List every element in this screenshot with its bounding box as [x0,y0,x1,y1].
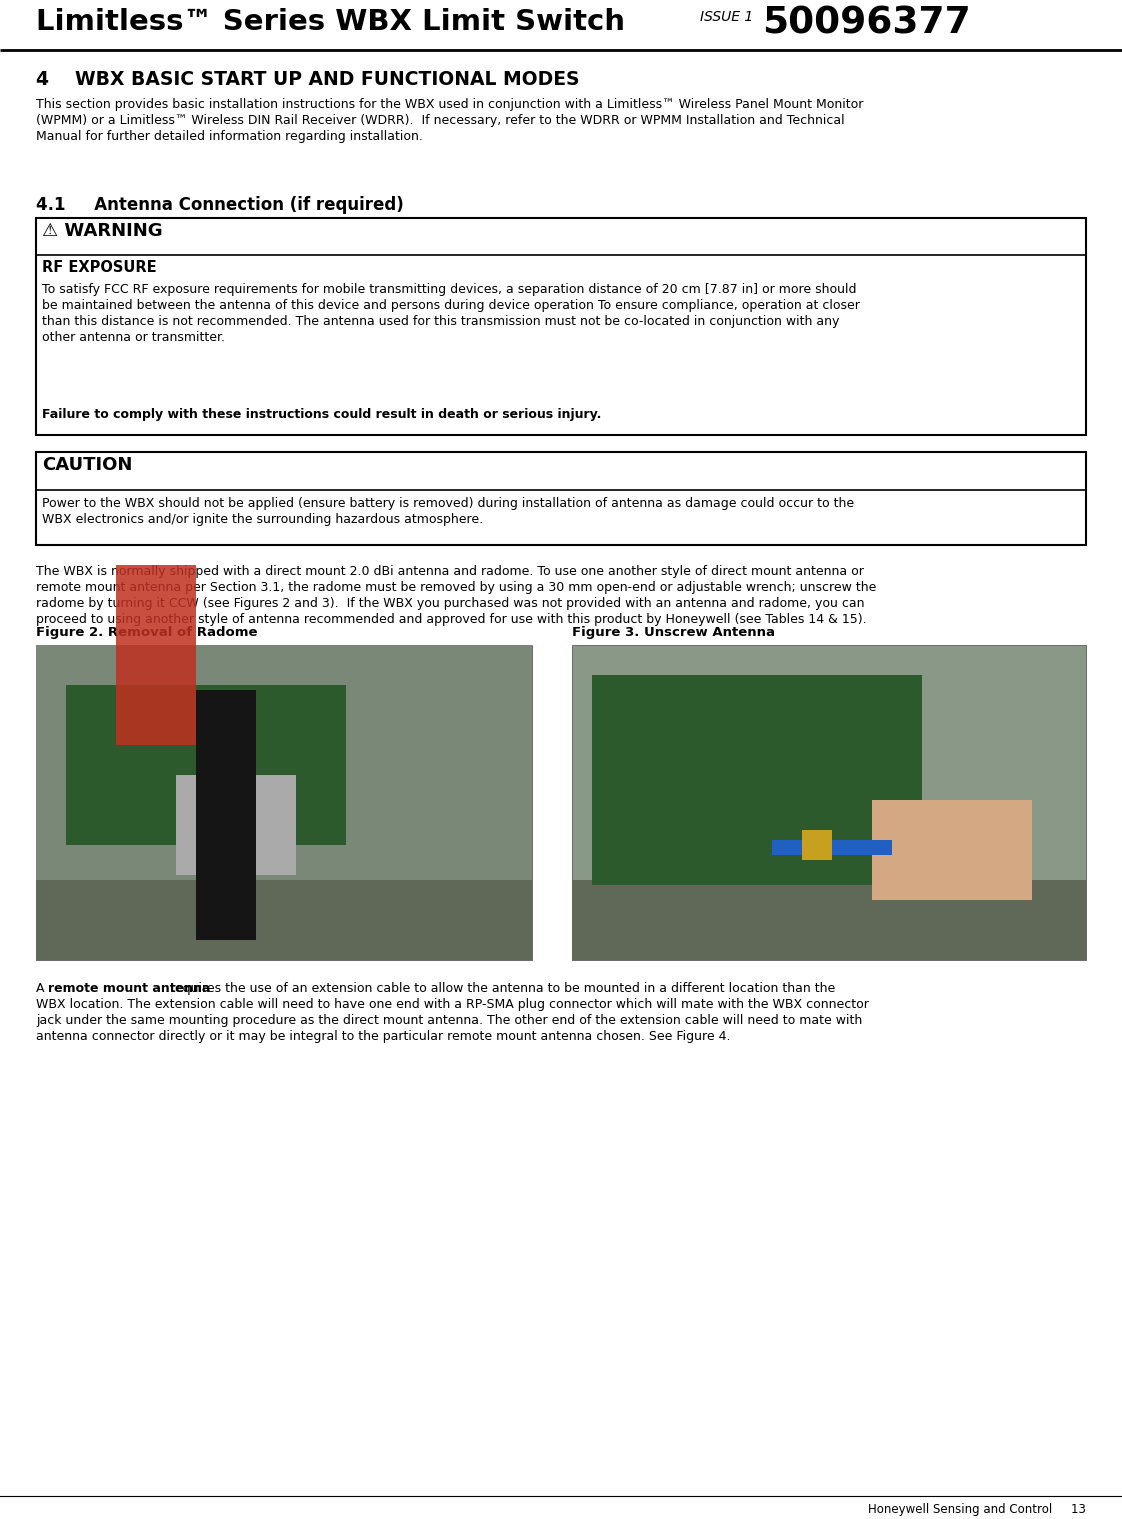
Text: Figure 3. Unscrew Antenna: Figure 3. Unscrew Antenna [572,626,775,639]
Bar [36,219,1086,434]
Text: WBX location. The extension cable will need to have one end with a RP-SMA plug c: WBX location. The extension cable will n… [36,998,868,1012]
Text: Figure 2. Removal of Radome: Figure 2. Removal of Radome [36,626,258,639]
Text: Power to the WBX should not be applied (ensure battery is removed) during instal: Power to the WBX should not be applied (… [42,497,854,510]
Text: Limitless™ Series WBX Limit Switch: Limitless™ Series WBX Limit Switch [36,8,625,36]
Text: Failure to comply with these instructions could result in death or serious injur: Failure to comply with these instruction… [42,409,601,421]
Bar [176,775,296,875]
Text: be maintained between the antenna of this device and persons during device opera: be maintained between the antenna of thi… [42,299,859,311]
Text: A: A [36,981,48,995]
Bar [572,646,1086,960]
Text: Honeywell Sensing and Control     13: Honeywell Sensing and Control 13 [868,1502,1086,1516]
Bar [36,646,532,960]
Text: radome by turning it CCW (see Figures 2 and 3).  If the WBX you purchased was no: radome by turning it CCW (see Figures 2 … [36,597,864,611]
Text: remote mount antenna: remote mount antenna [48,981,211,995]
Text: proceed to using another style of antenna recommended and approved for use with : proceed to using another style of antenn… [36,614,866,626]
Text: The WBX is normally shipped with a direct mount 2.0 dBi antenna and radome. To u: The WBX is normally shipped with a direc… [36,565,864,579]
Bar [36,453,1086,545]
Text: RF EXPOSURE: RF EXPOSURE [42,260,157,275]
Text: 4.1     Antenna Connection (if required): 4.1 Antenna Connection (if required) [36,196,404,214]
Text: Manual for further detailed information regarding installation.: Manual for further detailed information … [36,131,423,143]
Text: jack under the same mounting procedure as the direct mount antenna. The other en: jack under the same mounting procedure a… [36,1015,862,1027]
Text: other antenna or transmitter.: other antenna or transmitter. [42,331,226,343]
Bar [66,685,346,845]
Text: remote mount antenna per Section 3.1, the radome must be removed by using a 30 m: remote mount antenna per Section 3.1, th… [36,580,876,594]
Bar [196,690,256,940]
Text: antenna connector directly or it may be integral to the particular remote mount : antenna connector directly or it may be … [36,1030,730,1044]
Text: This section provides basic installation instructions for the WBX used in conjun: This section provides basic installation… [36,99,863,111]
Text: WBX electronics and/or ignite the surrounding hazardous atmosphere.: WBX electronics and/or ignite the surrou… [42,513,484,526]
Text: 50096377: 50096377 [762,6,971,43]
Text: requires the use of an extension cable to allow the antenna to be mounted in a d: requires the use of an extension cable t… [166,981,835,995]
Bar [116,565,196,744]
Text: CAUTION: CAUTION [42,456,132,474]
Text: ⚠ WARNING: ⚠ WARNING [42,222,163,240]
Bar [592,674,922,886]
Text: 4    WBX BASIC START UP AND FUNCTIONAL MODES: 4 WBX BASIC START UP AND FUNCTIONAL MODE… [36,70,579,90]
Bar [772,840,892,855]
Bar [36,646,532,960]
Bar [572,880,1086,960]
Bar [36,880,532,960]
Text: (WPMM) or a Limitless™ Wireless DIN Rail Receiver (WDRR).  If necessary, refer t: (WPMM) or a Limitless™ Wireless DIN Rail… [36,114,845,128]
Text: ISSUE 1: ISSUE 1 [700,11,753,24]
Bar [802,829,833,860]
Text: than this distance is not recommended. The antenna used for this transmission mu: than this distance is not recommended. T… [42,314,839,328]
Text: To satisfy FCC RF exposure requirements for mobile transmitting devices, a separ: To satisfy FCC RF exposure requirements … [42,283,856,296]
Bar [872,801,1032,899]
